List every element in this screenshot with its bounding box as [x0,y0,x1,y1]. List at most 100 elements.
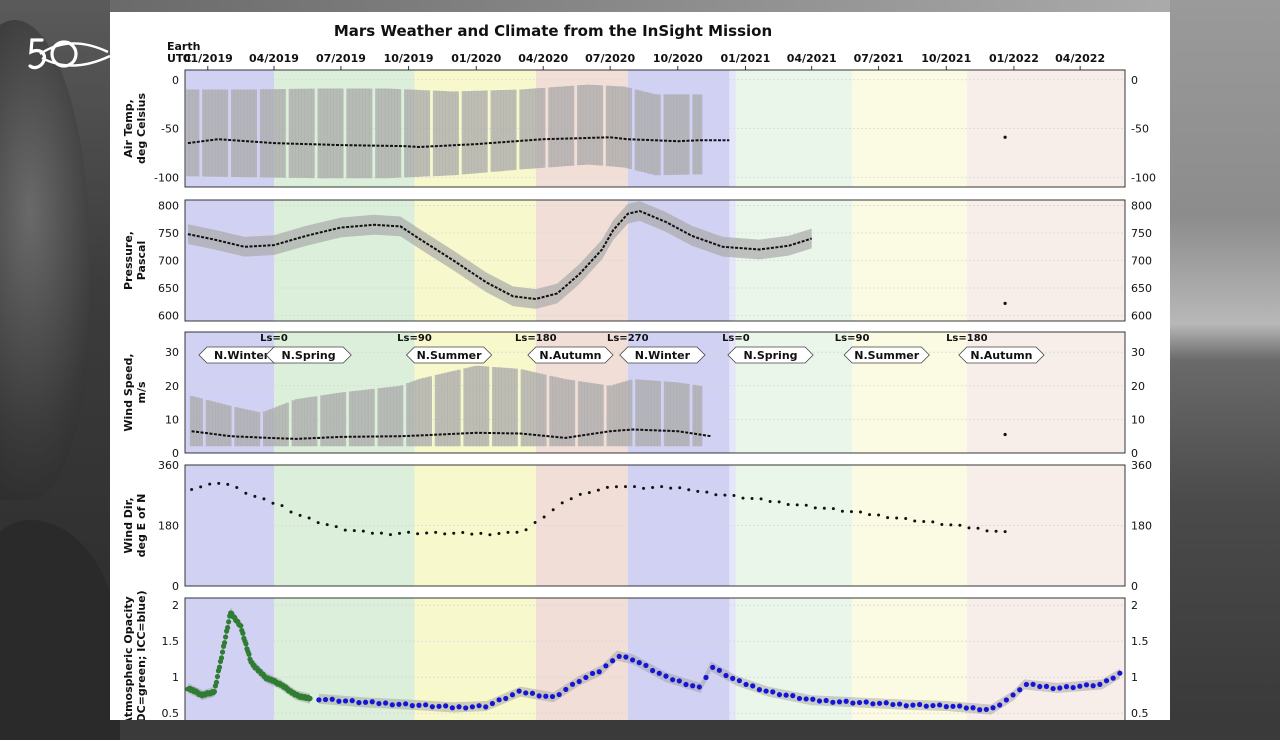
y-tick-label-left: 0 [172,447,179,460]
data-point [1003,697,1009,703]
data-point [895,516,899,520]
x-axis-ticks: 01/2019 04/2019 07/2019 10/2019 01/2020 04/20… [183,52,1105,70]
data-point [1117,670,1123,676]
data-point [910,702,916,708]
data-point [524,528,528,532]
data-point [244,491,248,495]
season-band-6 [852,598,967,720]
y-tick-label-left: 750 [158,227,179,240]
late-data-point [1003,301,1007,305]
season-label: N.Spring [743,349,797,362]
y-tick-label-right: 30 [1131,346,1145,359]
data-point [219,649,226,655]
y-tick-label-right: 2 [1131,599,1138,612]
data-point [683,681,689,688]
data-point [211,689,217,695]
data-point [732,493,736,497]
data-point [804,503,808,507]
data-point [614,485,618,489]
season-arrow [958,346,1045,364]
y-tick-label-left: 0 [172,580,179,593]
data-point [609,658,616,664]
season-band-2 [414,598,536,720]
data-point [830,699,836,705]
data-point [1030,681,1036,687]
data-point [407,530,411,534]
data-point [334,525,338,529]
data-point [416,702,422,708]
y-tick-label-left: 20 [165,380,179,393]
data-point [714,493,718,497]
ls-marker-label: Ls=270 [607,333,649,344]
y-axis-label-line: (IDC=green; ICC=blue) [135,590,148,720]
data-point [398,531,402,535]
data-point [616,653,622,659]
data-point [816,698,823,704]
data-point [1110,675,1116,681]
data-point [529,690,536,696]
y-axis-label-line: Pascal [135,241,148,280]
season-arrow [405,346,493,364]
ls-marker-label: Ls=90 [835,333,870,344]
data-point [623,654,629,660]
data-point [449,705,455,711]
data-point [656,670,662,676]
season-arrow [619,346,706,364]
data-point [651,485,655,489]
data-point [957,703,963,709]
data-point [913,519,917,523]
data-point [1090,683,1096,689]
data-point [578,492,582,496]
data-point [858,510,862,514]
data-point [383,700,389,706]
y-tick-label-right: 180 [1131,520,1152,533]
data-point [703,674,709,681]
data-point [696,489,700,493]
data-point [985,529,989,533]
data-point [940,522,944,526]
data-point [489,700,496,707]
data-point [843,698,849,704]
data-point [629,657,636,663]
y-axis-label-line: Wind Speed, [122,353,135,431]
data-point [643,662,649,669]
data-point [429,704,435,710]
chart-canvas: Mars Weather and Climate from the InSigh… [122,22,1156,720]
data-point [240,630,246,636]
y-tick-label-right: -50 [1131,123,1149,136]
data-point [1097,681,1103,687]
data-point [810,696,816,702]
data-point [743,681,749,688]
insight-weather-figure: Mars Weather and Climate from the InSigh… [110,12,1170,720]
y-axis-label-line: Wind Dir, [122,497,135,553]
season-band-5 [735,598,853,720]
data-point [370,531,374,535]
x-tick-label: 01/2020 [451,52,501,65]
season-label: N.Autumn [539,349,601,362]
data-point [596,669,602,675]
data-point [416,532,420,536]
data-point [506,530,510,534]
fade-overlay [729,598,1125,720]
median-line [187,136,730,149]
data-point [1057,685,1063,691]
data-point [922,519,926,523]
x-tick-label: 10/2021 [921,52,971,65]
data-point [676,678,682,684]
data-point [603,663,609,669]
data-point [759,497,763,501]
data-point [551,508,555,512]
data-point [403,701,409,707]
video-background-right [1170,0,1280,720]
data-point [950,703,956,709]
data-point [463,705,469,711]
fade-overlay [729,200,1125,321]
panel-frame [184,199,1126,322]
y-tick-label-left: 650 [158,282,179,295]
y-tick-label-left: 2 [172,599,179,612]
data-point [423,702,429,708]
data-point [670,677,676,683]
data-point [850,700,856,706]
data-point [836,699,843,705]
opacity-band [318,650,1120,715]
